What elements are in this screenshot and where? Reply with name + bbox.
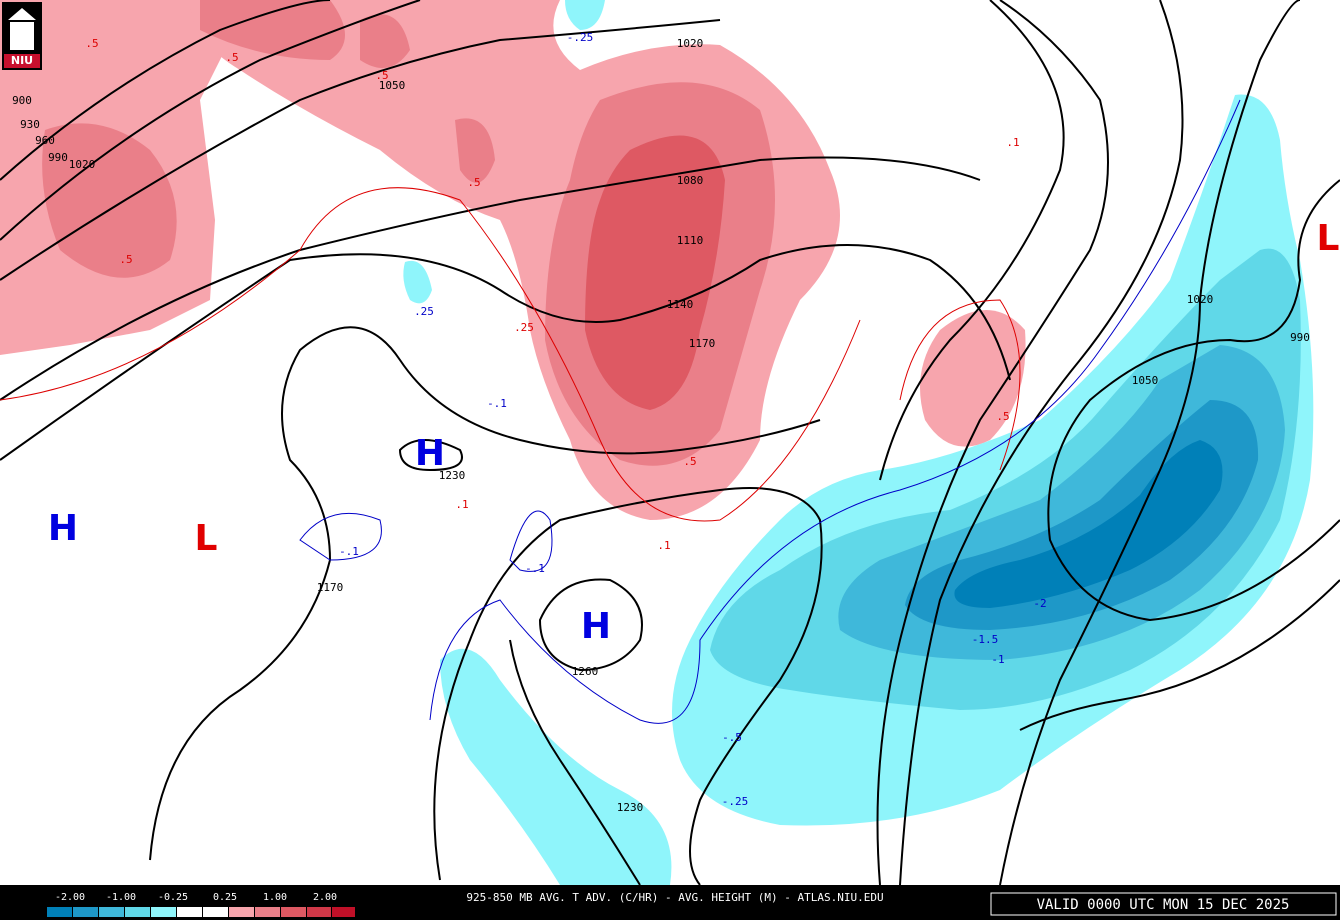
- warm-advection: [0, 0, 1026, 520]
- advection-label: -.5: [722, 731, 742, 744]
- height-label: 1140: [667, 298, 694, 311]
- height-label: 1230: [617, 801, 644, 814]
- advection-label: -1: [991, 653, 1004, 666]
- advection-label: -.25: [722, 795, 749, 808]
- advection-label: .1: [657, 539, 670, 552]
- height-label: 1080: [677, 174, 704, 187]
- height-label: 990: [48, 151, 68, 164]
- height-label: 1050: [1132, 374, 1159, 387]
- pressure-center: L: [1317, 218, 1340, 259]
- height-label: 900: [12, 94, 32, 107]
- height-label: 1170: [689, 337, 716, 350]
- advection-label: -1.5: [972, 633, 999, 646]
- colorbar-label: -2.00: [55, 892, 85, 903]
- advection-label: .5: [996, 410, 1009, 423]
- advection-label: .5: [119, 253, 132, 266]
- pressure-center: H: [48, 508, 78, 549]
- colorbar-label: 1.00: [263, 892, 287, 903]
- height-label: 1170: [317, 581, 344, 594]
- advection-label: .5: [467, 176, 480, 189]
- pressure-center: H: [581, 606, 611, 647]
- height-label: 1230: [439, 469, 466, 482]
- advection-label: .25: [414, 305, 434, 318]
- map-labels: H LHHL10201050900930960990102010801110114…: [12, 31, 1339, 814]
- advection-label: -.1: [525, 562, 545, 575]
- height-contours: [0, 0, 1340, 886]
- advection-label: -.25: [567, 31, 594, 44]
- valid-time: VALID 0000 UTC MON 15 DEC 2025: [1037, 897, 1290, 913]
- height-label: 960: [35, 134, 55, 147]
- colorbar-label: 0.25: [213, 892, 237, 903]
- pressure-center: H: [415, 433, 445, 474]
- height-label: 1260: [572, 665, 599, 678]
- logo-text: NIU: [11, 54, 33, 67]
- cold-contours: [299, 99, 1241, 724]
- colorbar: [47, 907, 355, 917]
- height-label: 1020: [69, 158, 96, 171]
- valid-box: [990, 892, 1337, 916]
- advection-label: -.1: [339, 545, 359, 558]
- colorbar-label: -1.00: [106, 892, 136, 903]
- advection-label: -.1: [487, 397, 507, 410]
- pressure-center: L: [195, 518, 218, 559]
- advection-label: .5: [225, 51, 238, 64]
- advection-label: .5: [85, 37, 98, 50]
- height-label: 1020: [677, 37, 704, 50]
- height-label: 990: [1290, 331, 1310, 344]
- advection-label: .1: [1006, 136, 1019, 149]
- advection-label: .5: [683, 455, 696, 468]
- colorbar-label: -0.25: [158, 892, 188, 903]
- advection-contours: [0, 187, 1021, 522]
- height-label: 1050: [379, 79, 406, 92]
- height-label: 1020: [1187, 293, 1214, 306]
- advection-label: .25: [514, 321, 534, 334]
- logo: NIU: [2, 2, 42, 70]
- advection-label: -2: [1033, 597, 1046, 610]
- height-label: 930: [20, 118, 40, 131]
- height-label: 1110: [677, 234, 704, 247]
- cold-advection: [403, 0, 1314, 885]
- colorbar-label: 2.00: [313, 892, 337, 903]
- advection-label: .1: [455, 498, 468, 511]
- colorbar-labels: -2.00 -1.00 -0.25 0.25 1.00 2.00: [55, 892, 337, 903]
- map-title: 925-850 MB AVG. T ADV. (C/HR) - AVG. HEI…: [466, 891, 883, 904]
- advection-label: .5: [375, 69, 388, 82]
